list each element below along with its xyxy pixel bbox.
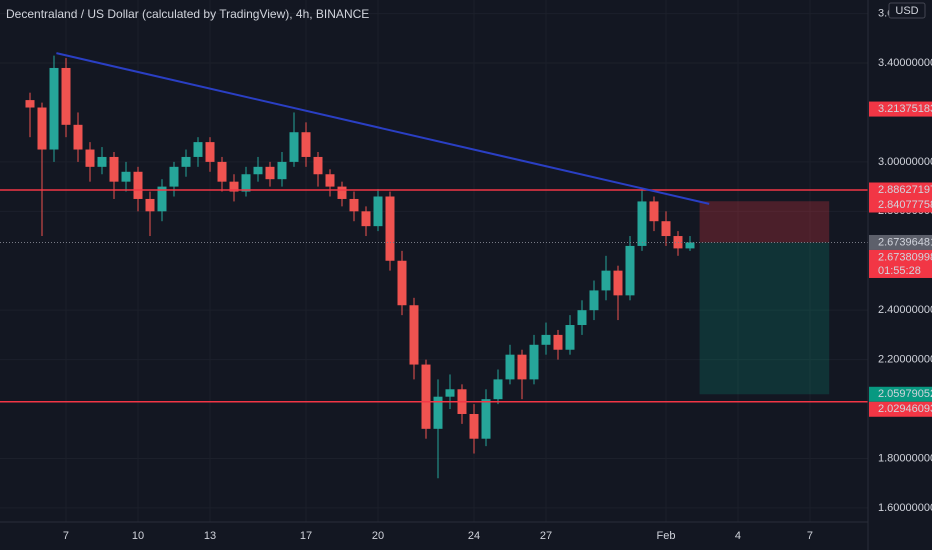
price-label-box	[869, 249, 932, 278]
candle-body	[121, 171, 131, 182]
candle-body	[469, 413, 479, 439]
target-zone	[699, 242, 830, 395]
candle-body	[61, 67, 71, 125]
candle-body	[445, 389, 455, 397]
candle-body	[589, 290, 599, 311]
candle-body	[397, 260, 407, 306]
candle-body	[169, 166, 179, 187]
x-tick-label: 4	[735, 530, 741, 542]
candle-body	[505, 354, 515, 380]
candle-body	[277, 161, 287, 180]
candle-body	[517, 354, 527, 380]
candle-body	[385, 196, 395, 261]
candle-body	[613, 270, 623, 296]
price-label: 2.05979052	[878, 388, 932, 400]
candle-body	[133, 171, 143, 199]
candle-body	[577, 310, 587, 326]
price-label-box	[869, 401, 932, 417]
x-tick-label: 10	[132, 530, 144, 542]
candle-body	[193, 142, 203, 157]
stop-zone	[699, 201, 830, 243]
price-label: 2.67380998	[878, 251, 932, 263]
price-label: 2.02946093	[878, 403, 932, 415]
y-tick-label: 3.40000000	[878, 57, 932, 69]
candle-body	[649, 201, 659, 222]
candle-body	[217, 161, 227, 182]
y-tick-label: 2.40000000	[878, 304, 932, 316]
currency-box	[888, 2, 926, 19]
candle-body	[373, 196, 383, 227]
x-tick-label: 27	[540, 530, 552, 542]
candle-body	[409, 305, 419, 365]
price-label: 3.21375183	[878, 103, 932, 115]
price-label-box	[869, 197, 932, 213]
candle-body	[421, 364, 431, 429]
candle-body	[673, 236, 683, 249]
candle-body	[601, 270, 611, 291]
candle-body	[97, 156, 107, 167]
price-label: 2.67396481	[878, 236, 932, 248]
x-tick-label: 7	[63, 530, 69, 542]
x-tick-label: 13	[204, 530, 216, 542]
candle-body	[529, 344, 539, 380]
candle-body	[265, 166, 275, 180]
x-tick-label: 24	[468, 530, 480, 542]
price-label-box	[869, 234, 932, 250]
candle-body	[253, 166, 263, 175]
price-label-box	[869, 182, 932, 198]
candle-body	[541, 334, 551, 345]
y-tick-label: 3.00000000	[878, 156, 932, 168]
chart-title: Decentraland / US Dollar (calculated by …	[6, 7, 369, 21]
x-tick-label: 20	[372, 530, 384, 542]
candle-body	[229, 181, 239, 192]
candle-body	[493, 379, 503, 400]
candle-body	[565, 325, 575, 350]
price-label: 2.84077758	[878, 199, 932, 211]
candle-body	[313, 156, 323, 175]
candle-body	[157, 186, 167, 212]
x-tick-label: 7	[807, 530, 813, 542]
countdown: 01:55:28	[878, 265, 921, 277]
candle-body	[433, 396, 443, 429]
candle-body	[685, 242, 695, 249]
trend-line	[56, 52, 710, 205]
candle-body	[241, 174, 251, 192]
candle-body	[85, 149, 95, 167]
candle-body	[337, 186, 347, 199]
y-tick-label: 1.60000000	[878, 502, 932, 514]
candle-body	[109, 156, 119, 182]
x-tick-label: 17	[300, 530, 312, 542]
candle-body	[625, 245, 635, 296]
price-label-box	[869, 101, 932, 117]
candle-body	[361, 211, 371, 227]
candle-body	[661, 221, 671, 237]
candle-body	[181, 156, 191, 167]
y-tick-label: 2.20000000	[878, 354, 932, 366]
candle-body	[637, 201, 647, 246]
x-tick-label: Feb	[657, 530, 676, 542]
candle-body	[301, 132, 311, 157]
candle-body	[205, 142, 215, 162]
candle-body	[349, 198, 359, 212]
candle-body	[25, 100, 35, 108]
candle-body	[145, 198, 155, 212]
candle-body	[553, 334, 563, 350]
candle-body	[481, 399, 491, 439]
currency: USD	[895, 5, 918, 17]
y-tick-label: 1.80000000	[878, 452, 932, 464]
candle-body	[325, 174, 335, 187]
candle-body	[49, 67, 59, 150]
candle-body	[73, 124, 83, 150]
candle-body	[289, 132, 299, 162]
price-label-box	[869, 386, 932, 402]
candle-body	[37, 107, 47, 150]
price-label: 2.88627197	[878, 184, 932, 196]
